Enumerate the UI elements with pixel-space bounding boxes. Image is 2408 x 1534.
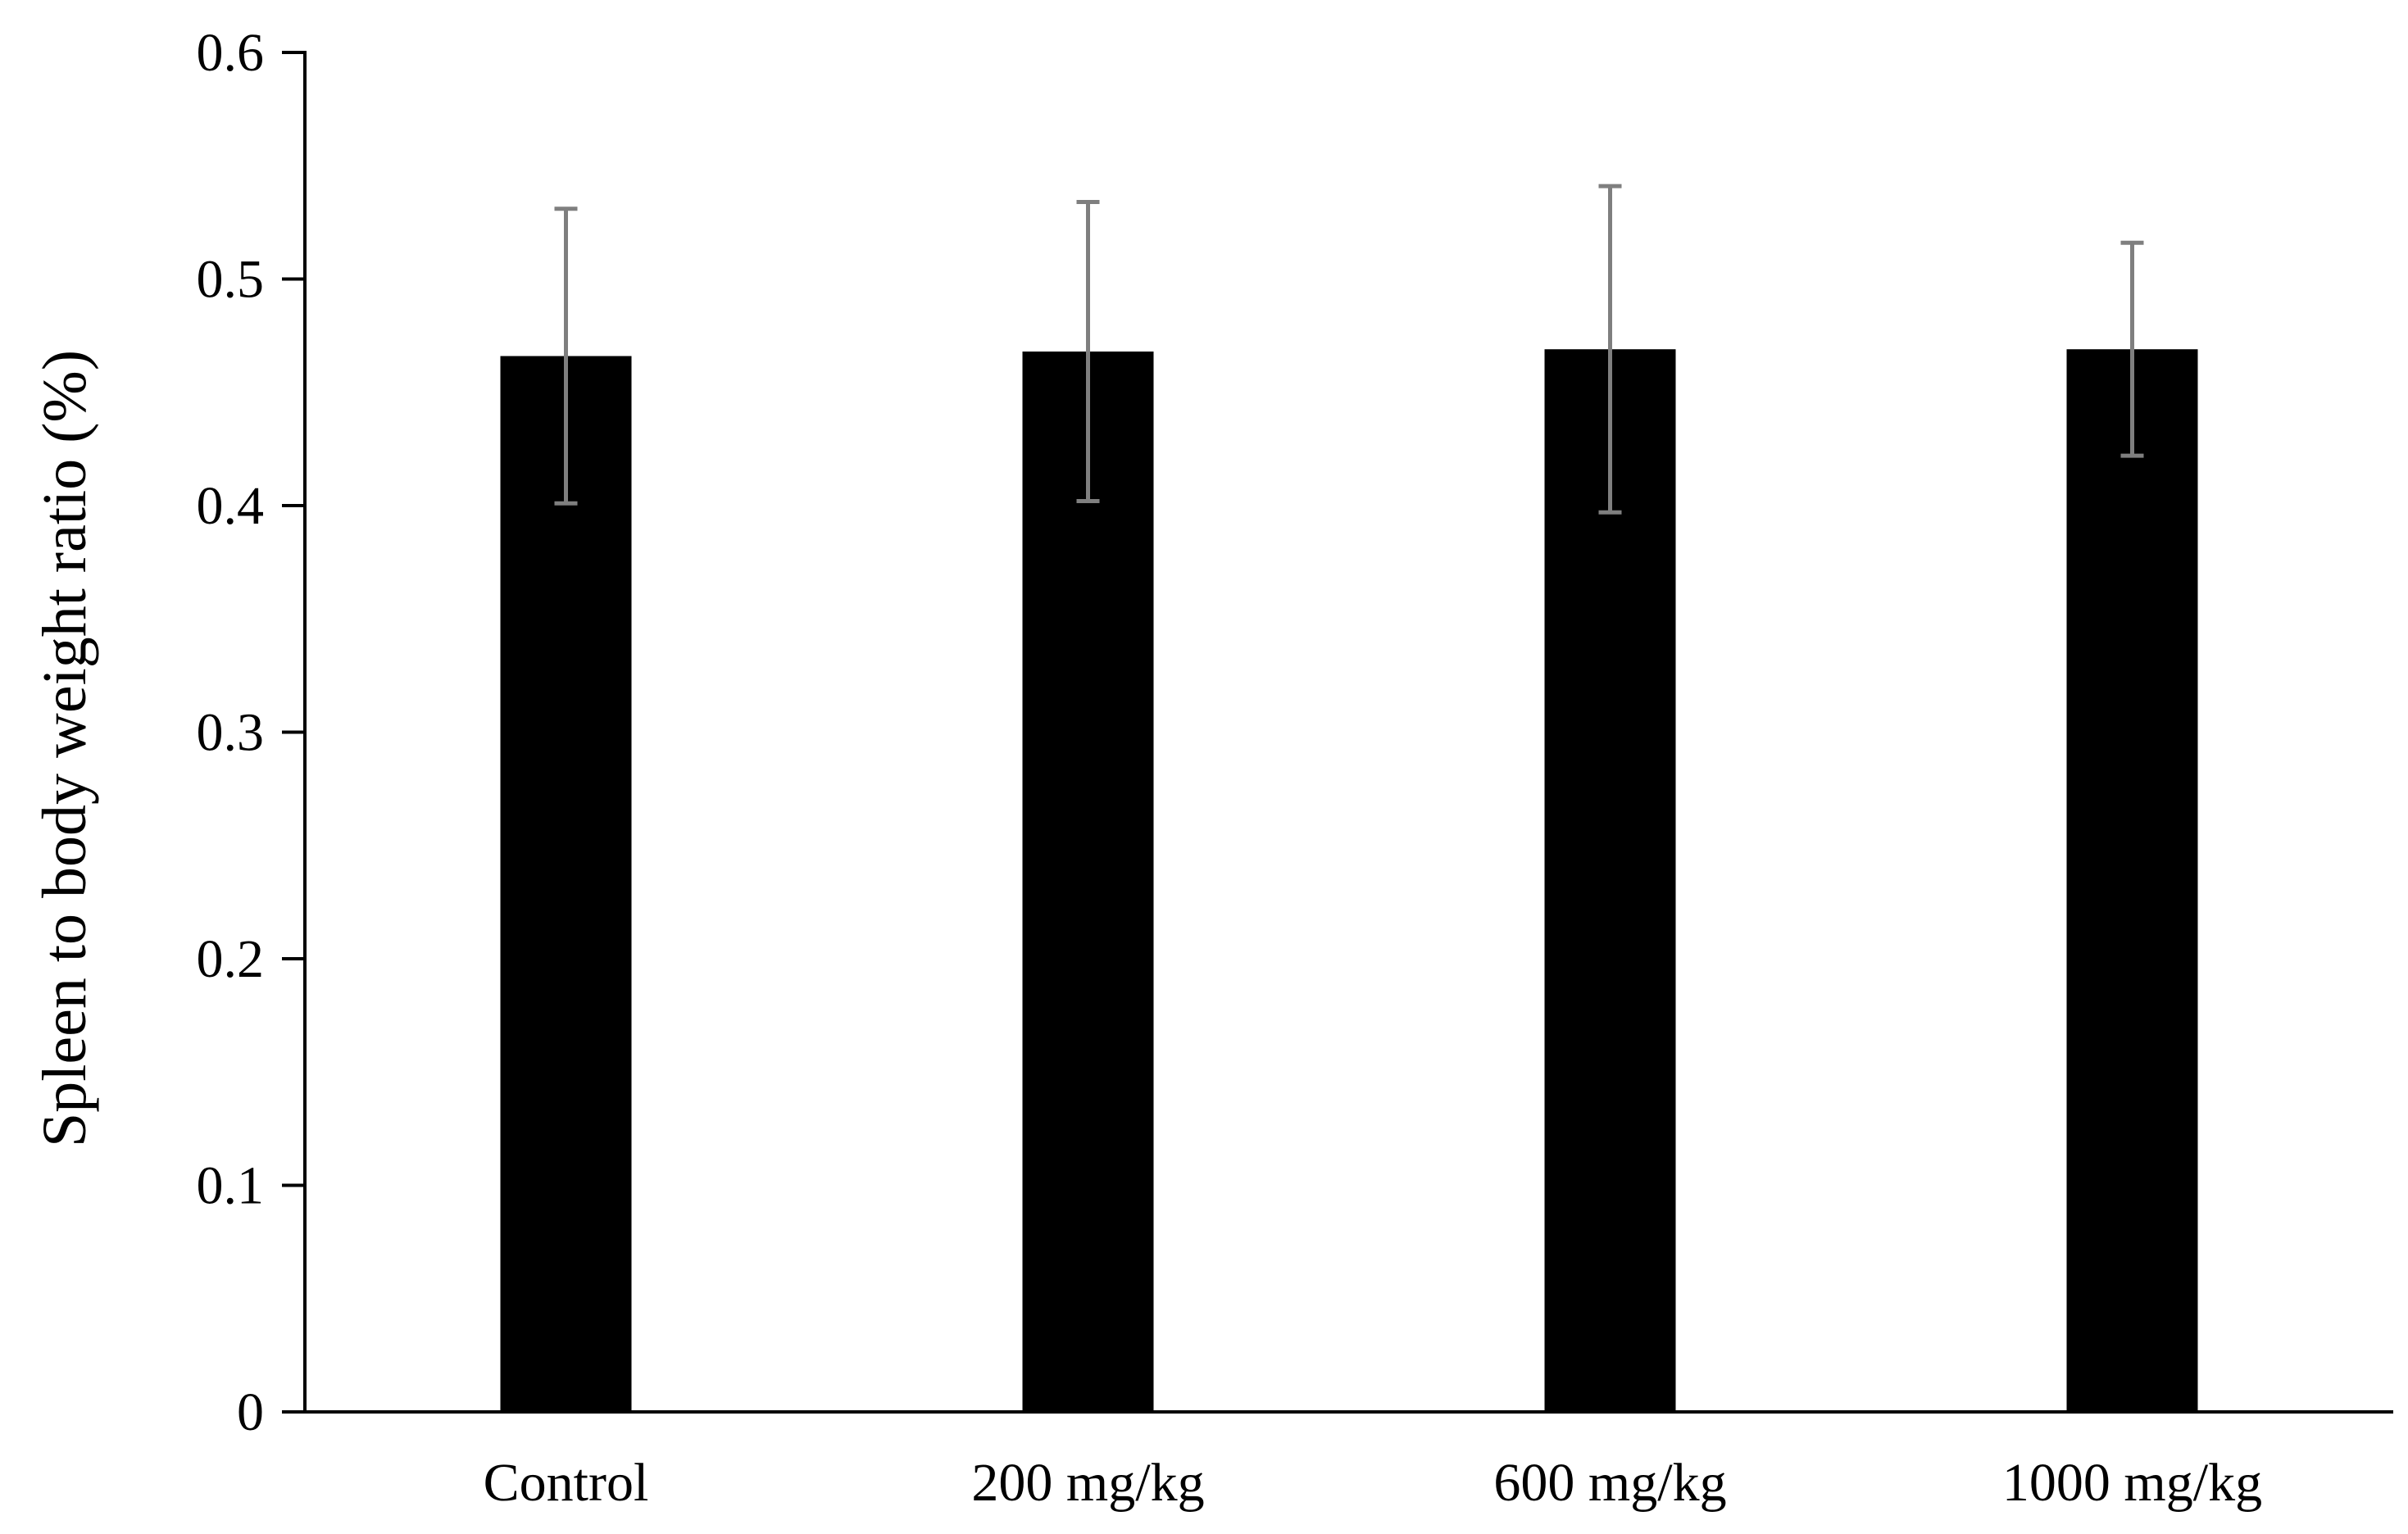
- bar: [1544, 349, 1676, 1413]
- y-tick-label: 0.6: [197, 23, 265, 83]
- bar: [500, 356, 632, 1412]
- x-category-label: 200 mg/kg: [971, 1453, 1204, 1513]
- y-tick-label: 0: [237, 1382, 264, 1442]
- bar: [1022, 351, 1154, 1413]
- x-category-label: 1000 mg/kg: [2002, 1453, 2262, 1513]
- x-category-label: Control: [484, 1453, 649, 1513]
- y-tick-label: 0.4: [197, 476, 265, 536]
- y-tick-label: 0.5: [197, 250, 265, 310]
- x-category-label: 600 mg/kg: [1493, 1453, 1726, 1513]
- y-axis-title: Spleen to body weight ratio (%): [30, 350, 99, 1147]
- error-bars: [554, 184, 2144, 515]
- y-tick-label: 0.3: [197, 703, 265, 763]
- x-axis-category-labels: Control 200 mg/kg 600 mg/kg 1000 mg/kg: [484, 1453, 2262, 1513]
- y-axis-ticks: [282, 51, 305, 1414]
- bars: [500, 349, 2198, 1413]
- y-tick-label: 0.1: [197, 1156, 265, 1216]
- y-axis-tick-labels: 0 0.1 0.2 0.3 0.4 0.5 0.6: [197, 23, 265, 1442]
- y-tick-label: 0.2: [197, 929, 265, 989]
- bar: [2066, 349, 2198, 1413]
